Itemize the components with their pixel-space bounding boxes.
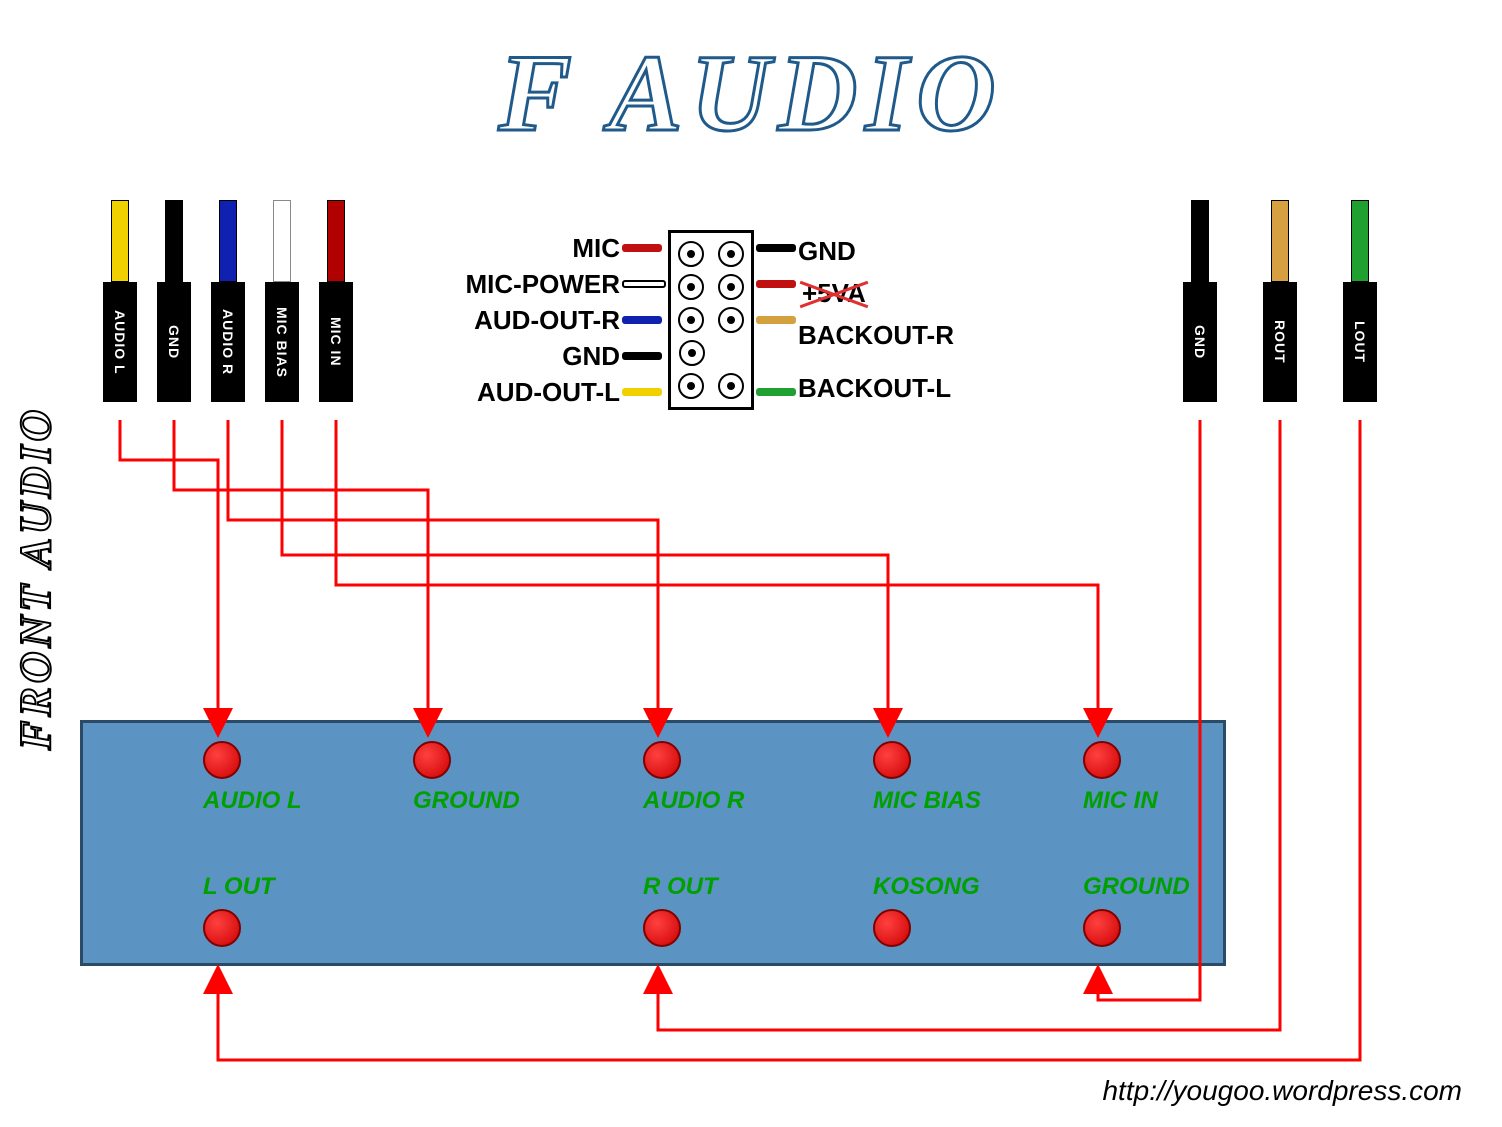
front-audio-panel: AUDIO L GROUND AUDIO R MIC BIAS MIC IN L… (80, 720, 1226, 966)
panel-label: R OUT (643, 873, 718, 901)
panel-pin-mic-bias: MIC BIAS (873, 741, 981, 815)
wire-gnd: GND (1180, 200, 1220, 402)
side-title: FRONT AUDIO (10, 406, 61, 750)
panel-dot (203, 909, 241, 947)
panel-pin-r-out: R OUT (643, 873, 718, 947)
panel-pin-audio-l: AUDIO L (203, 741, 302, 815)
pin-header-block (668, 230, 754, 410)
panel-label: L OUT (203, 873, 275, 901)
panel-dot (873, 741, 911, 779)
wire-audio-r: AUDIO R (208, 200, 248, 402)
panel-pin-kosong: KOSONG (873, 873, 980, 947)
panel-dot (413, 741, 451, 779)
panel-pin-l-out: L OUT (203, 873, 275, 947)
panel-dot (1083, 741, 1121, 779)
pin-label-backout-r: BACKOUT-R (798, 320, 968, 351)
panel-label: KOSONG (873, 873, 980, 901)
panel-label: MIC IN (1083, 787, 1158, 815)
wire-mic-bias: MIC BIAS (262, 200, 302, 402)
wire-gnd: GND (154, 200, 194, 402)
pin-label-+5va: +5VA (798, 278, 968, 309)
panel-label: GROUND (413, 787, 520, 815)
pin-header-diagram: MIC MIC-POWER AUD-OUT-R GND AUD-OUT-L GND +5V… (450, 220, 990, 420)
wire-audio-l: AUDIO L (100, 200, 140, 402)
pin-label-mic-power: MIC-POWER (450, 269, 620, 300)
wire-mic-in: MIC IN (316, 200, 356, 402)
panel-pin-ground: GROUND (1083, 873, 1190, 947)
pin-label-gnd: GND (450, 341, 620, 372)
panel-pin-mic-in: MIC IN (1083, 741, 1158, 815)
panel-pin-audio-r: AUDIO R (643, 741, 744, 815)
pin-label-aud-out-r: AUD-OUT-R (450, 305, 620, 336)
panel-dot (643, 741, 681, 779)
pin-label-backout-l: BACKOUT-L (798, 373, 968, 404)
panel-label: AUDIO R (643, 787, 744, 815)
panel-dot (643, 909, 681, 947)
left-wire-group: AUDIO L GND AUDIO R MIC BIAS MIC IN (100, 200, 356, 402)
footer-url: http://yougoo.wordpress.com (1102, 1075, 1462, 1107)
pin-label-gnd: GND (798, 236, 968, 267)
pin-label-aud-out-l: AUD-OUT-L (450, 377, 620, 408)
wire-rout: ROUT (1260, 200, 1300, 402)
panel-label: MIC BIAS (873, 787, 981, 815)
panel-pin-ground: GROUND (413, 741, 520, 815)
wire-lout: LOUT (1340, 200, 1380, 402)
panel-label: GROUND (1083, 873, 1190, 901)
panel-label: AUDIO L (203, 787, 302, 815)
panel-dot (203, 741, 241, 779)
panel-dot (1083, 909, 1121, 947)
panel-dot (873, 909, 911, 947)
pin-label-mic: MIC (450, 233, 620, 264)
main-title: F AUDIO (498, 30, 1003, 157)
right-wire-group: GND ROUT LOUT (1180, 200, 1380, 402)
